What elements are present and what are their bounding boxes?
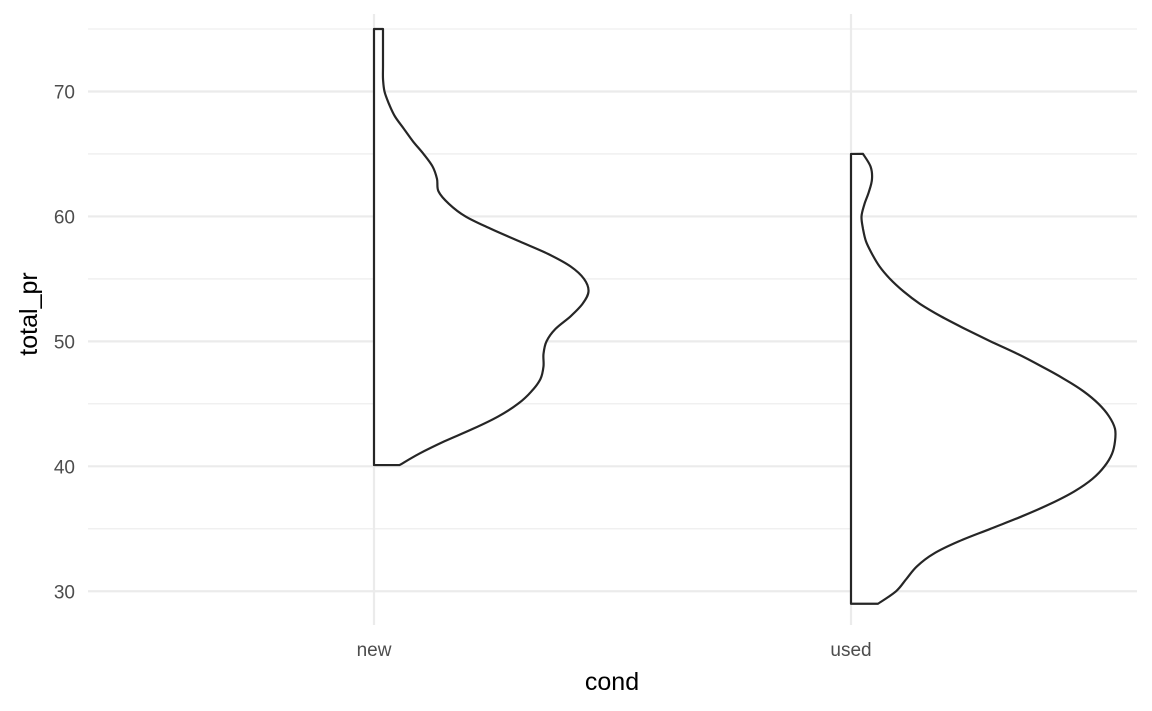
x-tick-label-used: used <box>830 640 871 661</box>
y-tick-labels: 30 40 50 60 70 <box>54 82 75 603</box>
y-tick-label: 30 <box>54 582 75 603</box>
y-tick-label: 50 <box>54 332 75 353</box>
x-tick-label-new: new <box>357 640 392 661</box>
violin-used <box>849 152 1117 605</box>
y-tick-label: 40 <box>54 457 75 478</box>
violins <box>372 27 1117 605</box>
violin-new <box>372 27 590 467</box>
y-tick-label: 60 <box>54 207 75 228</box>
x-tick-labels: new used <box>357 640 872 661</box>
y-tick-label: 70 <box>54 82 75 103</box>
x-axis-title: cond <box>585 668 639 696</box>
y-axis-title: total_pr <box>15 272 43 355</box>
